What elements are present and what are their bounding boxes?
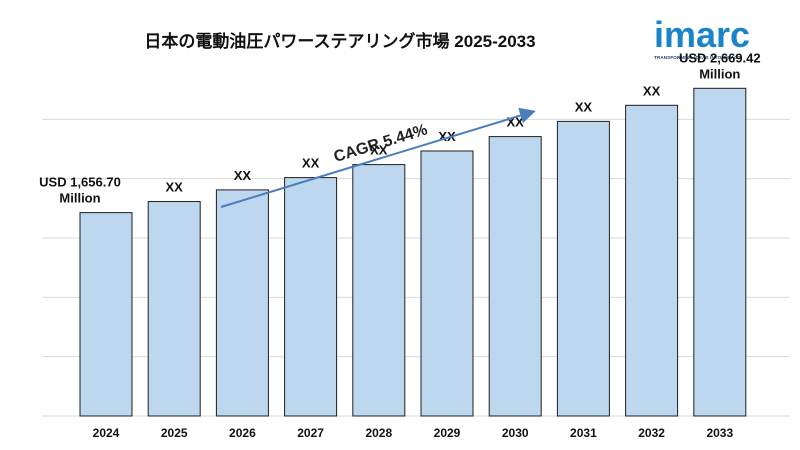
x-tick-label: 2030	[502, 426, 529, 440]
data-label: XX	[302, 156, 320, 171]
data-label: XX	[370, 143, 388, 158]
bar-2029	[420, 150, 474, 417]
x-tick-label: 2033	[706, 426, 733, 440]
bar-2024	[79, 212, 133, 417]
data-label: XX	[643, 83, 661, 98]
data-label: USD 1,656.70	[39, 175, 121, 190]
cagr-arrow	[220, 107, 536, 208]
data-label: XX	[575, 99, 593, 114]
chart-title: 日本の電動油圧パワーステアリング市場 2025-2033	[144, 32, 536, 51]
x-tick-label: 2027	[297, 426, 324, 440]
data-label: XX	[234, 168, 252, 183]
data-label: USD 2,669.42	[679, 50, 761, 65]
bar-2031	[556, 120, 610, 417]
x-tick-label: 2025	[161, 426, 188, 440]
x-tick-label: 2032	[638, 426, 665, 440]
imarc-logo: imarc TRANSFORMING IDEAS INTO IMPACT	[652, 14, 792, 62]
bar-2028	[352, 164, 406, 417]
x-tick-label: 2026	[229, 426, 256, 440]
data-label: Million	[699, 66, 740, 81]
data-label: XX	[166, 180, 184, 195]
bar-2033	[693, 87, 747, 417]
bar-2032	[625, 104, 679, 417]
x-tick-label: 2024	[93, 426, 120, 440]
x-tick-label: 2028	[365, 426, 392, 440]
bar-2025	[147, 201, 201, 417]
cagr-label: CAGR 5.44%	[332, 121, 430, 166]
logo-tagline: TRANSFORMING IDEAS INTO IMPACT	[654, 55, 741, 60]
bar-2026	[215, 189, 269, 417]
x-tick-label: 2029	[434, 426, 461, 440]
logo-wordmark: imarc	[654, 14, 751, 55]
bar-2027	[284, 177, 338, 417]
data-label: Million	[59, 191, 100, 206]
x-tick-label: 2031	[570, 426, 597, 440]
bar-2030	[488, 136, 542, 417]
